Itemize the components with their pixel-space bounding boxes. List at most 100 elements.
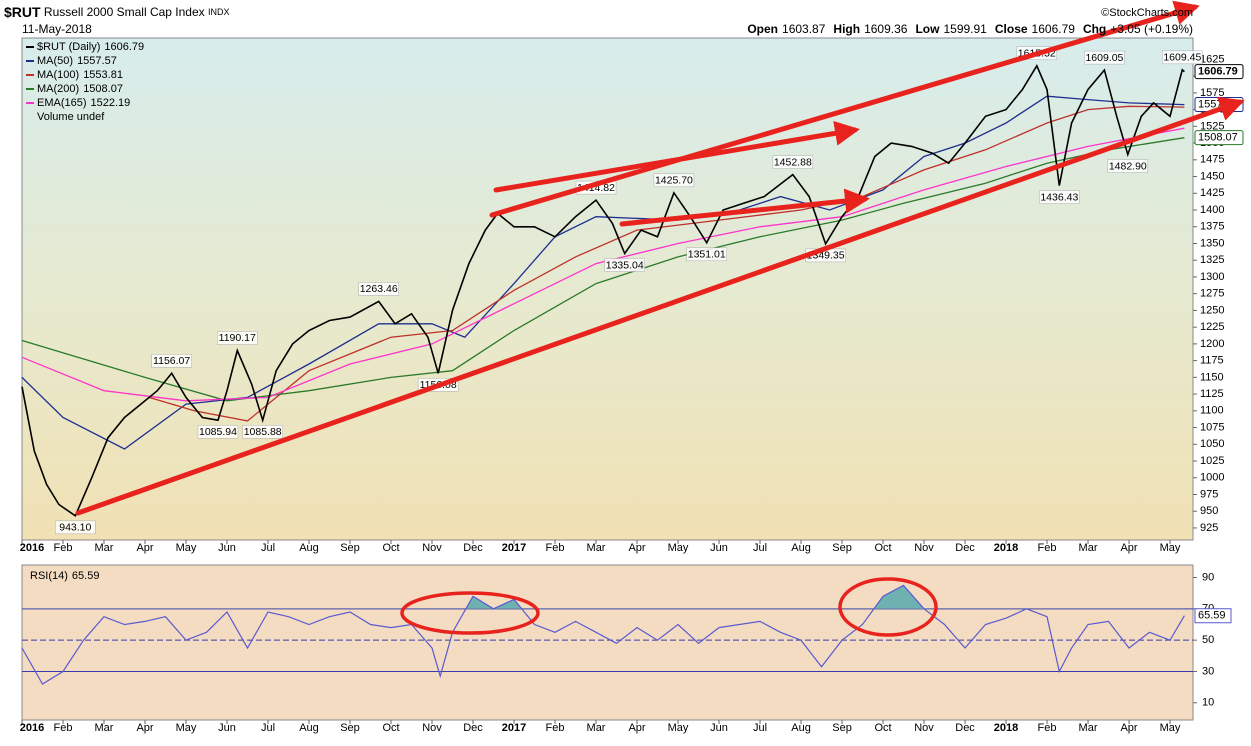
y-tick-label: 1400: [1200, 204, 1224, 216]
annotation-label: 1351.01: [688, 249, 726, 261]
y-tick-label: 1125: [1200, 388, 1224, 400]
annotation-label: 1156.07: [153, 355, 190, 367]
y-tick-label: 1075: [1200, 421, 1224, 433]
x-tick-label: Jun: [218, 542, 236, 554]
x-tick-label: Dec: [955, 722, 975, 734]
x-tick-label: 2018: [994, 722, 1018, 734]
x-tick-label: Apr: [628, 542, 645, 554]
y-tick-label: 30: [1202, 665, 1214, 677]
annotation-label: 1085.88: [244, 426, 282, 438]
x-tick-label: Apr: [136, 722, 153, 734]
x-tick-label: Nov: [914, 542, 934, 554]
rsi-overbought-fill: [22, 585, 1185, 609]
legend-entry: MA(50) 1557.57: [37, 55, 117, 67]
x-tick-label: Mar: [1079, 542, 1098, 554]
annotation-box: [151, 354, 192, 368]
x-tick-label: Jul: [261, 542, 275, 554]
legend-value: 1508.07: [83, 83, 123, 95]
legend-entry: Volume undef: [37, 111, 105, 123]
quote-label: Close: [995, 22, 1028, 36]
annotation-label: 1425.70: [655, 175, 693, 187]
annotation-label: 1609.05: [1085, 52, 1123, 64]
x-tick-label: Oct: [874, 542, 891, 554]
trend-arrow: [489, 0, 1200, 218]
credit: ©StockCharts.com: [1101, 7, 1193, 19]
annotation-label: 1482.90: [1109, 160, 1147, 172]
x-tick-label: Feb: [1038, 722, 1057, 734]
rsi-value: 65.59: [72, 570, 100, 582]
x-tick-label: May: [668, 722, 689, 734]
y-tick-label: 1100: [1200, 405, 1224, 417]
x-tick-label: Feb: [546, 542, 565, 554]
trend-arrow: [493, 120, 860, 193]
legend-value: 1522.19: [91, 97, 131, 109]
last-value-label: 1606.79: [1198, 66, 1238, 78]
y-tick-label: 1325: [1200, 254, 1224, 266]
y-tick-label: 1525: [1200, 120, 1224, 132]
annotation-label: 943.10: [59, 522, 91, 534]
x-tick-label: Oct: [382, 542, 399, 554]
x-tick-label: Aug: [299, 542, 319, 554]
quote-label: High: [833, 22, 860, 36]
annotation-box: [1162, 50, 1203, 65]
x-tick-label: Feb: [546, 722, 565, 734]
x-tick-label: Jul: [261, 722, 275, 734]
x-tick-label: Apr: [1120, 722, 1137, 734]
exchange: INDX: [208, 7, 230, 17]
annotation-box: [197, 424, 239, 439]
x-tick-label: Jun: [710, 722, 728, 734]
x-tick-label: Sep: [340, 722, 360, 734]
last-value-tag: [1194, 64, 1244, 80]
y-tick-label: 1425: [1200, 187, 1224, 199]
annotation-box: [604, 258, 645, 272]
x-tick-label: Aug: [299, 722, 319, 734]
quote-value: 1599.91: [943, 22, 987, 36]
quote-line: Open 1603.87 High 1609.36 Low 1599.91 Close 160…: [747, 22, 1193, 36]
x-tick-label: Dec: [463, 722, 483, 734]
y-tick-label: 1625: [1200, 53, 1224, 65]
quote-value: 1609.36: [864, 22, 908, 36]
y-tick-label: 1200: [1200, 338, 1224, 350]
x-tick-label: Mar: [95, 542, 114, 554]
annotation-label: 1335.04: [606, 259, 644, 271]
y-tick-label: 10: [1202, 697, 1214, 709]
x-tick-label: 2018: [994, 542, 1018, 554]
last-value-tag: [1194, 130, 1244, 146]
x-tick-label: 2016: [20, 542, 44, 554]
y-tick-label: 1350: [1200, 237, 1224, 249]
x-tick-label: Jul: [753, 542, 767, 554]
x-tick-label: Nov: [422, 542, 442, 554]
x-tick-label: Sep: [832, 542, 852, 554]
legend-value: 1553.81: [83, 69, 123, 81]
y-tick-label: 925: [1200, 522, 1218, 534]
x-tick-label: Mar: [587, 542, 606, 554]
y-tick-label: 1175: [1200, 355, 1224, 367]
highlight-ellipse: [400, 591, 540, 635]
y-tick-label: 1375: [1200, 221, 1224, 233]
annotation-shapes: [75, 0, 1245, 637]
annotation-box: [686, 247, 727, 262]
annotation-box: [1084, 50, 1125, 65]
annotation-box: [358, 282, 399, 296]
legend-value: 1557.57: [77, 55, 117, 67]
price-panel: [21, 37, 1194, 541]
highlight-ellipse: [838, 577, 938, 637]
x-tick-label: Sep: [340, 542, 360, 554]
last-value-label: 1508.07: [1198, 132, 1238, 144]
x-tick-label: Feb: [54, 722, 73, 734]
quote-label: Low: [915, 22, 940, 36]
legend-value: 1606.79: [104, 41, 144, 53]
x-tick-label: Oct: [874, 722, 891, 734]
date: 11-May-2018: [22, 22, 92, 36]
x-tick-label: Sep: [832, 722, 852, 734]
quote-value: +3.05 (+0.19%): [1110, 22, 1193, 36]
x-tick-label: Feb: [1038, 542, 1057, 554]
x-tick-label: Nov: [422, 722, 442, 734]
x-tick-label: May: [668, 542, 689, 554]
annotation-box: [1107, 159, 1149, 173]
y-tick-label: 1025: [1200, 455, 1224, 467]
x-tick-label: Oct: [382, 722, 399, 734]
x-tick-label: May: [176, 542, 197, 554]
x-tick-label: Dec: [463, 542, 483, 554]
